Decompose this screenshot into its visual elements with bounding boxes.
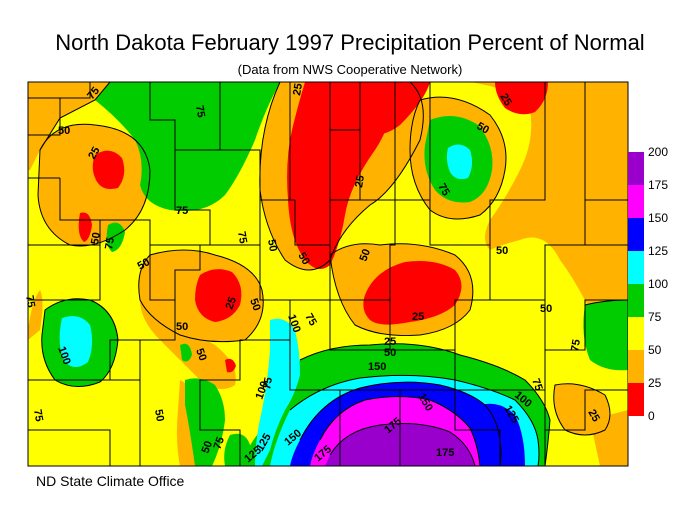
red-regions — [78, 82, 548, 373]
legend-swatch-175 — [628, 185, 644, 218]
svg-text:50: 50 — [247, 297, 262, 313]
legend-swatch-125 — [628, 251, 644, 284]
svg-text:50: 50 — [384, 347, 396, 359]
svg-text:75: 75 — [569, 338, 583, 352]
legend-label-50: 50 — [648, 343, 662, 357]
svg-text:50: 50 — [496, 245, 508, 257]
legend-label-100: 100 — [648, 277, 668, 291]
svg-text:75: 75 — [529, 377, 544, 393]
legend-swatch-75 — [628, 317, 644, 350]
map-title: North Dakota February 1997 Precipitation… — [55, 30, 645, 55]
svg-text:25: 25 — [224, 295, 239, 311]
svg-text:75: 75 — [435, 182, 452, 199]
svg-text:75: 75 — [103, 236, 117, 250]
svg-text:50: 50 — [58, 125, 70, 137]
svg-text:75: 75 — [23, 294, 37, 308]
svg-text:75: 75 — [302, 312, 319, 329]
legend-label-175: 175 — [648, 178, 668, 192]
svg-text:50: 50 — [540, 303, 552, 315]
legend-label-150: 150 — [648, 211, 668, 225]
svg-text:50: 50 — [176, 321, 188, 333]
svg-text:50: 50 — [200, 439, 215, 455]
svg-text:25: 25 — [585, 408, 602, 425]
legend-label-200: 200 — [648, 145, 668, 159]
legend-label-125: 125 — [648, 244, 668, 258]
legend-label-25: 25 — [648, 376, 662, 390]
svg-text:25: 25 — [412, 311, 424, 323]
svg-text:75: 75 — [31, 408, 45, 422]
svg-text:25: 25 — [497, 92, 514, 109]
svg-text:150: 150 — [368, 361, 386, 373]
svg-text:25: 25 — [353, 174, 367, 188]
svg-text:75: 75 — [193, 104, 207, 118]
svg-text:50: 50 — [193, 347, 208, 363]
svg-text:50: 50 — [295, 251, 312, 268]
map-legend: 200 175 150 125 100 75 50 25 0 — [628, 145, 668, 423]
map-subtitle: (Data from NWS Cooperative Network) — [237, 62, 463, 77]
svg-text:50: 50 — [136, 256, 153, 273]
contour-labels: 75 75 50 25 25 25 50 75 50 75 75 50 75 2… — [23, 82, 602, 465]
contour-lines — [37, 81, 629, 467]
svg-text:50: 50 — [89, 231, 103, 245]
svg-text:100: 100 — [254, 380, 272, 401]
svg-text:75: 75 — [235, 230, 249, 244]
svg-text:25: 25 — [86, 145, 103, 162]
legend-swatch-150 — [628, 218, 644, 251]
svg-text:75: 75 — [176, 205, 188, 217]
svg-text:50: 50 — [475, 120, 492, 137]
svg-text:25: 25 — [291, 82, 305, 96]
svg-text:100: 100 — [285, 313, 303, 334]
svg-text:50: 50 — [358, 247, 373, 263]
svg-text:175: 175 — [436, 447, 454, 459]
svg-text:75: 75 — [261, 376, 275, 390]
legend-swatch-100 — [628, 284, 644, 317]
legend-swatch-200 — [628, 152, 644, 185]
footer-credit: ND State Climate Office — [36, 473, 185, 489]
svg-text:25: 25 — [384, 336, 396, 348]
svg-text:100: 100 — [55, 345, 73, 366]
legend-label-75: 75 — [648, 310, 662, 324]
svg-text:50: 50 — [265, 238, 279, 252]
svg-text:75: 75 — [212, 435, 227, 451]
legend-label-0: 0 — [648, 409, 655, 423]
legend-swatch-50 — [628, 350, 644, 383]
svg-text:50: 50 — [152, 408, 166, 422]
legend-swatch-25 — [628, 383, 644, 416]
